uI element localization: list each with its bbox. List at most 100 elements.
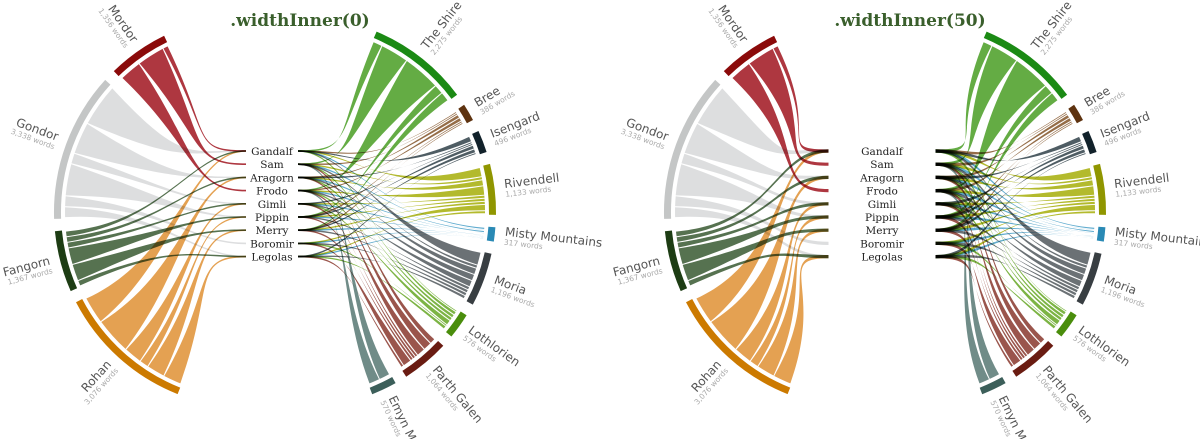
- ribbon-mordor-gandalf[interactable]: [163, 46, 247, 152]
- location-arc-isengard[interactable]: [1082, 131, 1097, 155]
- ribbon-gondor-pippin[interactable]: [675, 164, 829, 219]
- location-arc-fangorn[interactable]: [664, 230, 688, 292]
- location-arc-parth-galen[interactable]: [402, 341, 444, 377]
- ribbon-rohan-gimli[interactable]: [736, 202, 829, 361]
- character-label-boromir[interactable]: Boromir: [860, 238, 905, 250]
- ribbon-parth-galen-merry[interactable]: [935, 228, 1023, 360]
- ribbon-moria-aragorn[interactable]: [298, 176, 477, 274]
- character-label-frodo[interactable]: Frodo: [256, 186, 288, 198]
- ribbon-gondor-legolas[interactable]: [675, 207, 829, 259]
- location-arc-the-shire[interactable]: [983, 31, 1068, 99]
- ribbon-gondor-aragorn[interactable]: [684, 123, 829, 179]
- ribbon-rivendell-frodo[interactable]: [298, 186, 485, 198]
- character-label-merry[interactable]: Merry: [256, 225, 289, 237]
- location-arc-moria[interactable]: [466, 252, 492, 305]
- character-label-gimli[interactable]: Gimli: [868, 199, 897, 211]
- ribbon-mordor-frodo[interactable]: [122, 64, 247, 192]
- ribbon-gondor-gandalf[interactable]: [87, 88, 246, 154]
- ribbon-the-shire-sam[interactable]: [298, 46, 407, 165]
- character-label-gandalf[interactable]: Gandalf: [251, 146, 294, 158]
- location-arc-emyn-muil[interactable]: [369, 377, 396, 395]
- ribbon-rivendell-aragorn[interactable]: [298, 176, 484, 190]
- ribbon-gondor-boromir[interactable]: [65, 196, 246, 245]
- ribbon-fangorn-pippin[interactable]: [678, 215, 829, 264]
- ribbon-rohan-aragorn[interactable]: [101, 176, 246, 349]
- location-arc-gondor[interactable]: [663, 79, 721, 219]
- ribbon-parth-galen-boromir[interactable]: [935, 241, 1021, 366]
- ribbon-emyn-muil-sam[interactable]: [298, 163, 389, 379]
- ribbon-misty-mountains-merry[interactable]: [935, 227, 1094, 237]
- ribbon-isengard-pippin[interactable]: [935, 145, 1084, 219]
- ribbon-parth-galen-boromir[interactable]: [298, 242, 411, 366]
- ribbon-gondor-pippin[interactable]: [65, 164, 246, 218]
- ribbon-gondor-gimli[interactable]: [681, 153, 829, 206]
- location-arc-rohan[interactable]: [76, 299, 181, 395]
- ribbon-rohan-merry[interactable]: [758, 228, 829, 376]
- character-label-frodo[interactable]: Frodo: [866, 186, 898, 198]
- character-label-gimli[interactable]: Gimli: [258, 199, 287, 211]
- ribbon-the-shire-gandalf[interactable]: [935, 42, 992, 153]
- character-label-pippin[interactable]: Pippin: [865, 212, 899, 224]
- location-arc-moria[interactable]: [1076, 252, 1102, 305]
- character-label-legolas[interactable]: Legolas: [251, 252, 292, 264]
- character-label-merry[interactable]: Merry: [866, 225, 899, 237]
- ribbon-parth-galen-gimli[interactable]: [298, 203, 418, 357]
- ribbon-mordor-sam[interactable]: [749, 48, 829, 166]
- location-arc-mordor[interactable]: [113, 35, 168, 77]
- ribbon-rivendell-pippin[interactable]: [298, 198, 485, 218]
- location-arc-lothlorien[interactable]: [1056, 311, 1077, 337]
- ribbon-bree-pippin[interactable]: [298, 121, 462, 218]
- ribbon-gondor-boromir[interactable]: [675, 196, 829, 245]
- location-arc-gondor[interactable]: [53, 79, 111, 219]
- ribbon-gondor-legolas[interactable]: [65, 207, 246, 258]
- ribbon-moria-legolas[interactable]: [935, 254, 1075, 299]
- ribbon-fangorn-merry[interactable]: [682, 228, 829, 281]
- ribbon-misty-mountains-legolas[interactable]: [298, 234, 484, 258]
- character-label-aragorn[interactable]: Aragorn: [859, 172, 904, 184]
- character-label-pippin[interactable]: Pippin: [255, 212, 289, 224]
- ribbon-rivendell-sam[interactable]: [298, 163, 483, 185]
- ribbon-rohan-merry[interactable]: [148, 229, 246, 376]
- ribbon-fangorn-aragorn[interactable]: [676, 175, 829, 242]
- ribbon-fangorn-legolas[interactable]: [78, 254, 247, 286]
- ribbon-rivendell-frodo[interactable]: [935, 186, 1095, 198]
- ribbon-rohan-gandalf[interactable]: [86, 150, 247, 322]
- ribbon-isengard-merry[interactable]: [298, 149, 476, 232]
- ribbon-isengard-gandalf[interactable]: [298, 136, 471, 161]
- ribbon-rohan-pippin[interactable]: [750, 215, 829, 366]
- location-arc-lothlorien[interactable]: [446, 311, 467, 337]
- ribbon-rivendell-merry[interactable]: [935, 201, 1095, 232]
- location-arc-isengard[interactable]: [472, 131, 487, 155]
- location-arc-the-shire[interactable]: [373, 31, 458, 99]
- ribbon-gondor-gandalf[interactable]: [697, 88, 829, 155]
- ribbon-moria-aragorn[interactable]: [935, 175, 1087, 274]
- ribbon-parth-galen-aragorn[interactable]: [298, 176, 431, 349]
- ribbon-lothlorien-gimli[interactable]: [935, 202, 1060, 325]
- ribbon-parth-galen-pippin[interactable]: [298, 216, 415, 359]
- ribbon-the-shire-gandalf[interactable]: [298, 42, 382, 152]
- ribbon-lothlorien-frodo[interactable]: [298, 189, 452, 320]
- ribbon-the-shire-merry[interactable]: [935, 93, 1058, 232]
- character-label-gandalf[interactable]: Gandalf: [861, 146, 904, 158]
- character-label-legolas[interactable]: Legolas: [861, 252, 902, 264]
- ribbon-rohan-pippin[interactable]: [140, 216, 246, 366]
- ribbon-gondor-aragorn[interactable]: [74, 123, 246, 179]
- character-label-sam[interactable]: Sam: [870, 159, 893, 171]
- ribbon-lothlorien-gimli[interactable]: [298, 203, 450, 325]
- ribbon-mordor-gandalf[interactable]: [773, 46, 829, 153]
- location-arc-mordor[interactable]: [723, 35, 778, 77]
- location-arc-rivendell[interactable]: [1093, 163, 1107, 215]
- location-arc-rivendell[interactable]: [483, 163, 497, 215]
- ribbon-rohan-legolas[interactable]: [774, 255, 829, 384]
- ribbon-parth-galen-legolas[interactable]: [935, 255, 1014, 367]
- ribbon-moria-gandalf[interactable]: [298, 150, 481, 265]
- location-arc-emyn-muil[interactable]: [979, 377, 1006, 395]
- location-arc-bree[interactable]: [1068, 104, 1083, 124]
- ribbon-rivendell-aragorn[interactable]: [935, 175, 1094, 190]
- ribbon-moria-frodo[interactable]: [935, 189, 1085, 281]
- ribbon-fangorn-aragorn[interactable]: [66, 176, 246, 242]
- ribbon-the-shire-frodo[interactable]: [298, 61, 435, 192]
- location-arc-rohan[interactable]: [686, 299, 791, 395]
- location-arc-bree[interactable]: [458, 104, 473, 124]
- ribbon-moria-gimli[interactable]: [935, 202, 1082, 287]
